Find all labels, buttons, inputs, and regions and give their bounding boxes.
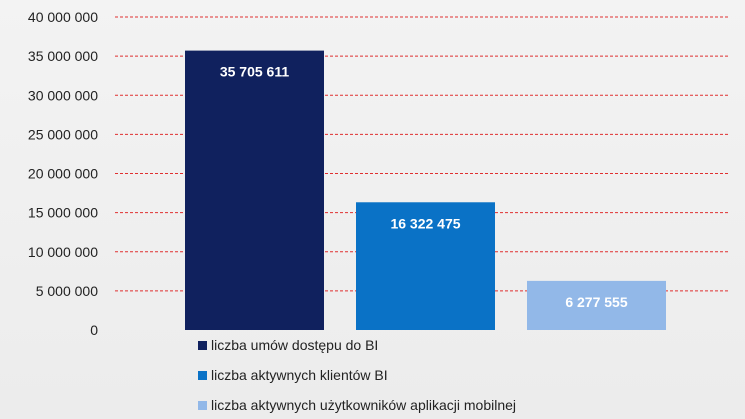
y-tick-label: 35 000 000 xyxy=(28,48,98,64)
data-label: 16 322 475 xyxy=(390,215,460,231)
y-tick-label: 5 000 000 xyxy=(36,283,98,299)
bar xyxy=(185,50,324,330)
y-tick-label: 30 000 000 xyxy=(28,87,98,103)
data-label: 35 705 611 xyxy=(220,64,290,80)
y-tick-label: 0 xyxy=(90,322,98,338)
y-tick-label: 25 000 000 xyxy=(28,126,98,142)
y-tick-label: 15 000 000 xyxy=(28,205,98,221)
legend-label: liczba umów dostępu do BI xyxy=(211,337,378,353)
legend-swatch xyxy=(198,401,207,410)
y-tick-label: 10 000 000 xyxy=(28,244,98,260)
bar xyxy=(527,280,666,330)
legend-swatch xyxy=(198,371,207,380)
legend-swatch xyxy=(198,341,207,350)
bars xyxy=(185,50,666,330)
y-tick-label: 20 000 000 xyxy=(28,166,98,182)
y-tick-label: 40 000 000 xyxy=(28,9,98,25)
legend: liczba umów dostępu do BI liczba aktywnyc… xyxy=(198,337,516,413)
legend-label: liczba aktywnych klientów BI xyxy=(211,367,388,383)
data-label: 6 277 555 xyxy=(565,294,627,310)
y-axis: 0 5 000 000 10 000 000 15 000 000 20 000 000… xyxy=(28,9,98,338)
bar xyxy=(356,202,495,330)
legend-label: liczba aktywnych użytkowników aplikacji … xyxy=(211,397,516,413)
data-labels: 35 705 611 16 322 475 6 277 555 xyxy=(220,64,628,310)
